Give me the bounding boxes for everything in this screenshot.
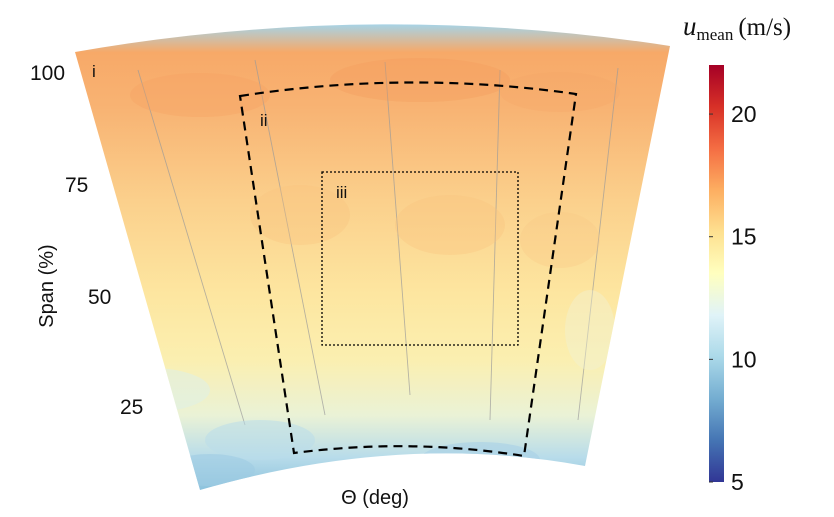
contour-patch [250,185,350,245]
region-iii-outline [321,171,519,346]
blade-wake-line [577,67,619,421]
contour-patch [90,368,210,412]
colorbar-title: umean (m/s) [683,11,791,44]
region-label-iii: iii [336,183,347,202]
colorbar-title-symbol: u [683,11,697,41]
y-tick-label: 75 [65,174,88,197]
blade-wake-line [489,69,501,421]
contour-patch [565,290,615,370]
colorbar-tick-label: 5 [731,469,744,495]
x-axis-label: Θ (deg) [341,487,409,509]
contour-patch [165,454,255,486]
colorbar-tick-label: 15 [731,224,757,250]
contour-patch [395,195,505,255]
region-label-ii: ii [260,111,268,130]
y-tick-label: 100 [30,62,65,85]
colorbar-gradient [709,65,724,482]
region-label-i: i [92,62,96,81]
blade-wake-lines [137,59,619,426]
y-tick-label: 25 [120,396,143,419]
sector-shape [75,24,670,490]
contour-patch [330,58,510,102]
contour-patch [420,442,540,478]
colorbar: 20 15 10 5 umean (m/s) [683,11,791,495]
blade-wake-line [137,69,246,426]
contour-field [75,24,670,490]
colorbar-title-subscript: mean [697,25,734,44]
blade-wake-line [254,59,326,416]
colorbar-title-unit: (m/s) [738,14,791,41]
colorbar-tick-label: 20 [731,101,757,127]
colorbar-tick-label: 10 [731,346,757,372]
contour-patch [205,420,315,460]
y-axis-label: Span (%) [36,244,58,327]
y-tick-label: 50 [88,286,111,309]
region-ii-outline [238,81,578,458]
contour-patch [130,73,270,117]
contour-patch [520,212,600,268]
blade-wake-line [384,61,411,396]
